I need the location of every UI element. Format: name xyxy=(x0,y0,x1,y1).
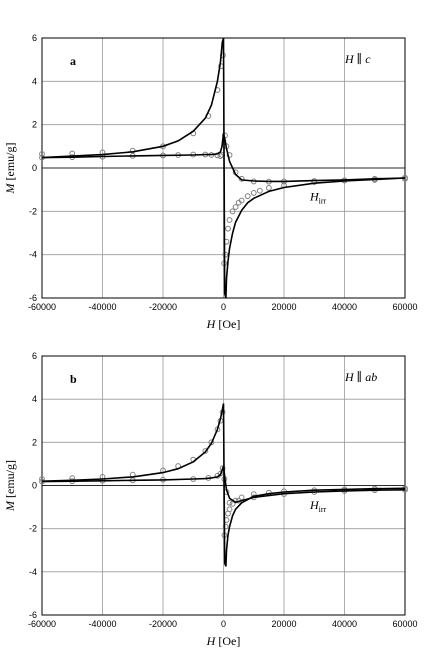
data-point xyxy=(226,217,233,223)
x-tick-label: 40000 xyxy=(332,302,357,312)
x-tick-label: 20000 xyxy=(271,619,296,629)
data-point xyxy=(265,185,272,191)
data-point xyxy=(244,193,251,200)
y-tick-label: -2 xyxy=(29,524,37,534)
x-tick-label: -20000 xyxy=(149,302,177,312)
y-tick-label: 4 xyxy=(32,394,37,404)
x-tick-label: 0 xyxy=(221,619,226,629)
data-point xyxy=(250,190,257,196)
chart-panel-a: -60000 -40000 -20000 0 20000 40000 60000 -6 -4 -2… xyxy=(3,33,418,331)
data-point xyxy=(238,494,245,501)
y-tick-label: -6 xyxy=(29,610,37,620)
y-tick-label: 2 xyxy=(32,120,37,130)
data-point xyxy=(217,153,224,159)
h-irr-annotation: Hirr xyxy=(309,498,327,514)
y-tick-label: 6 xyxy=(32,33,37,43)
x-tick-label: 40000 xyxy=(332,619,357,629)
series-line xyxy=(41,465,406,504)
y-tick-label: 0 xyxy=(32,481,37,491)
x-axis-label: H [Oe] xyxy=(206,634,241,648)
x-tick-label: -60000 xyxy=(28,619,56,629)
x-tick-label: -60000 xyxy=(28,302,56,312)
y-tick-label: -6 xyxy=(29,293,37,303)
series-line xyxy=(41,37,406,299)
data-point xyxy=(232,204,239,210)
y-axis-label: M [emu/g] xyxy=(3,460,17,512)
field-orientation-label: H ∥ ab xyxy=(344,370,377,384)
x-tick-label: 60000 xyxy=(392,619,417,629)
x-tick-label: 20000 xyxy=(271,302,296,312)
series-line xyxy=(41,133,406,183)
data-point xyxy=(226,506,233,513)
h-irr-annotation: Hirr xyxy=(309,190,327,206)
data-point xyxy=(225,225,231,232)
panel-label: b xyxy=(70,372,77,386)
panel-label: a xyxy=(70,54,76,68)
y-tick-label: 0 xyxy=(32,163,37,173)
data-point xyxy=(202,448,209,454)
data-point xyxy=(238,197,245,204)
data-point xyxy=(226,499,233,506)
y-axis-label: M [emu/g] xyxy=(3,143,17,195)
x-tick-label: 0 xyxy=(221,302,226,312)
chart-panel-b: -60000 -40000 -20000 0 20000 40000 60000 -6 -4 -2… xyxy=(3,351,418,648)
data-point xyxy=(226,152,233,158)
y-tick-label: -4 xyxy=(29,250,37,260)
y-tick-label: 2 xyxy=(32,437,37,447)
y-tick-label: -4 xyxy=(29,567,37,577)
data-point xyxy=(229,208,236,215)
series-line xyxy=(41,403,406,567)
y-tick-label: 4 xyxy=(32,76,37,86)
y-tick-label: -2 xyxy=(29,206,37,216)
field-orientation-label: H ∥ c xyxy=(344,52,371,66)
data-point xyxy=(222,523,229,530)
data-point xyxy=(229,500,236,507)
x-axis-label: H [Oe] xyxy=(206,317,241,331)
x-tick-label: -20000 xyxy=(149,619,177,629)
x-tick-label: -40000 xyxy=(88,302,116,312)
data-point xyxy=(238,175,245,182)
data-point xyxy=(256,187,263,194)
data-point xyxy=(39,151,45,157)
x-tick-label: -40000 xyxy=(88,619,116,629)
y-tick-label: 6 xyxy=(32,351,37,361)
x-tick-label: 60000 xyxy=(392,302,417,312)
